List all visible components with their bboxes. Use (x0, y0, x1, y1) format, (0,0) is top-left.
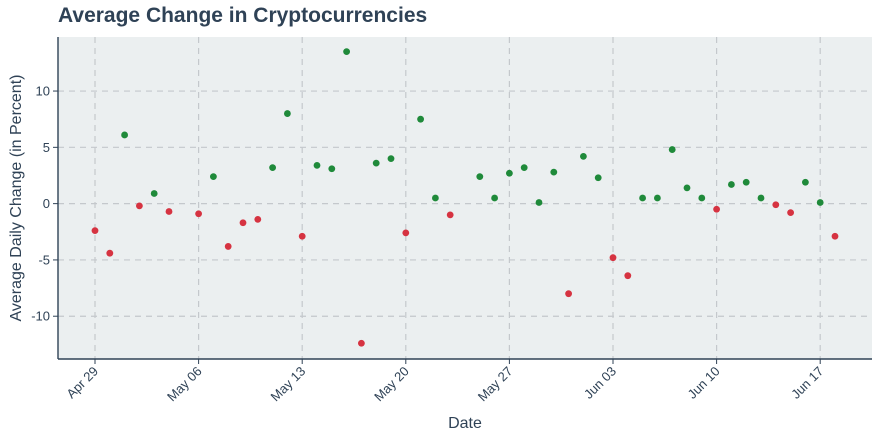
data-point-positive (757, 194, 765, 202)
data-point-negative (358, 339, 365, 347)
data-point-positive (387, 155, 395, 162)
data-point-positive (476, 173, 484, 181)
x-tick-label: Jun 10 (685, 364, 723, 402)
data-point-positive (816, 199, 824, 206)
y-tick-label: -10 (31, 309, 50, 324)
data-point-positive (728, 181, 735, 188)
x-tick-label: Jun 03 (581, 364, 619, 402)
data-point-positive (328, 165, 336, 173)
data-point-positive (639, 194, 646, 202)
y-tick-label: 5 (43, 140, 50, 155)
data-point-negative (787, 209, 794, 217)
data-point-positive (432, 194, 439, 202)
data-points (91, 48, 839, 347)
x-tick-label: May 27 (475, 364, 516, 405)
data-point-positive (491, 194, 498, 202)
data-point-negative (831, 232, 839, 240)
data-point-negative (136, 202, 143, 210)
x-tick-label: May 06 (164, 364, 205, 405)
plot-area (58, 37, 872, 359)
data-point-negative (402, 229, 410, 237)
data-point-negative (165, 208, 173, 215)
data-point-negative (772, 201, 780, 209)
x-tick-label: May 20 (371, 364, 412, 405)
x-tick-label: Jun 17 (788, 364, 826, 402)
data-point-positive (150, 190, 158, 197)
data-point-positive (210, 173, 217, 181)
data-point-positive (742, 178, 750, 186)
y-tick-label: 0 (43, 196, 50, 211)
data-point-negative (609, 254, 617, 262)
x-tick-label: May 13 (268, 364, 309, 405)
data-point-positive (683, 184, 691, 192)
data-point-negative (298, 232, 306, 240)
data-point-positive (343, 48, 350, 56)
data-point-negative (254, 215, 262, 223)
data-point-negative (224, 243, 232, 250)
data-point-positive (550, 168, 558, 176)
data-point-negative (624, 272, 632, 280)
y-tick-label: 10 (36, 84, 50, 99)
data-point-positive (654, 194, 661, 202)
data-point-negative (91, 227, 99, 235)
data-point-negative (565, 290, 572, 298)
data-point-positive (372, 159, 380, 167)
data-point-positive (284, 110, 291, 117)
data-point-positive (535, 199, 543, 206)
x-axis-label: Date (448, 415, 482, 432)
data-point-positive (802, 178, 809, 186)
x-tick-label: Apr 29 (63, 364, 101, 402)
chart-title: Average Change in Cryptocurrencies (58, 4, 428, 27)
data-point-positive (668, 146, 676, 153)
data-point-positive (121, 131, 128, 139)
data-point-positive (269, 164, 276, 172)
data-point-positive (698, 194, 706, 202)
data-point-negative (239, 219, 247, 227)
y-tick-label: -5 (38, 252, 50, 267)
data-point-positive (506, 169, 513, 177)
data-point-positive (594, 174, 602, 182)
data-point-positive (520, 164, 528, 172)
y-axis-label: Average Daily Change (in Percent) (8, 75, 25, 322)
gridlines (58, 37, 872, 359)
data-point-positive (417, 115, 424, 123)
data-point-negative (195, 210, 203, 218)
data-point-positive (313, 161, 321, 169)
data-point-negative (713, 205, 720, 213)
data-point-positive (580, 152, 587, 160)
data-point-negative (446, 211, 454, 219)
data-point-negative (106, 249, 114, 257)
